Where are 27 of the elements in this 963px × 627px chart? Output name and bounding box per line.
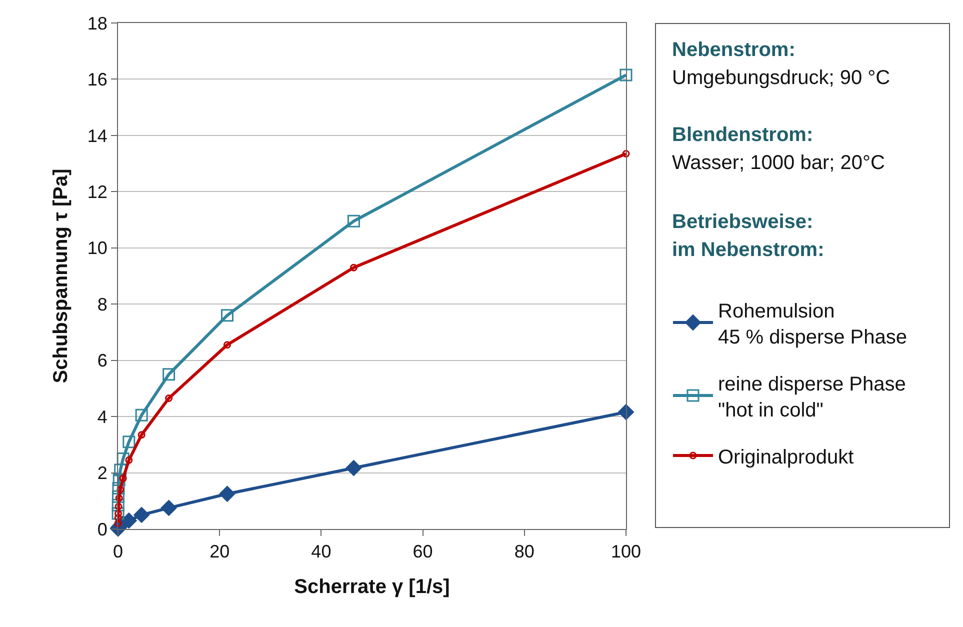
text: Betriebsweise:: [672, 211, 814, 233]
legend-label: reine disperse Phase "hot in cold": [718, 373, 906, 422]
y-tick-label: 2: [97, 463, 108, 484]
text: Wasser; 1000 bar; 20°C: [672, 152, 885, 174]
x-tick-label: 100: [610, 542, 642, 562]
x-tick-label: 20: [210, 542, 230, 562]
y-axis-title: Schubspannung τ [Pa]: [50, 168, 72, 384]
y-tick-label: 12: [87, 182, 108, 202]
y-tick-label: 14: [87, 126, 108, 146]
x-tick-label: 0: [112, 542, 124, 562]
y-tick-label: 0: [97, 519, 108, 540]
y-tick-label: 4: [97, 406, 108, 427]
text: im Nebenstrom:: [672, 239, 824, 261]
x-tick-label: 80: [514, 542, 534, 562]
y-tick-label: 10: [87, 238, 108, 258]
text: Blendenstrom:: [672, 124, 814, 146]
legend-label: Originalprodukt: [718, 446, 854, 468]
x-tick-label: 60: [412, 542, 433, 562]
legend-label: Rohemulsion 45 % disperse Phase: [718, 300, 908, 348]
x-tick-label: 40: [311, 542, 332, 562]
x-axis-title: Scherrate γ [1/s]: [294, 576, 450, 598]
y-tick-label: 6: [97, 350, 108, 371]
y-tick-label: 8: [97, 294, 108, 314]
text: Nebenstrom:: [672, 39, 796, 61]
text: Umgebungsdruck; 90 °C: [672, 67, 890, 89]
y-tick-label: 16: [87, 70, 108, 90]
y-tick-label: 18: [87, 13, 108, 34]
